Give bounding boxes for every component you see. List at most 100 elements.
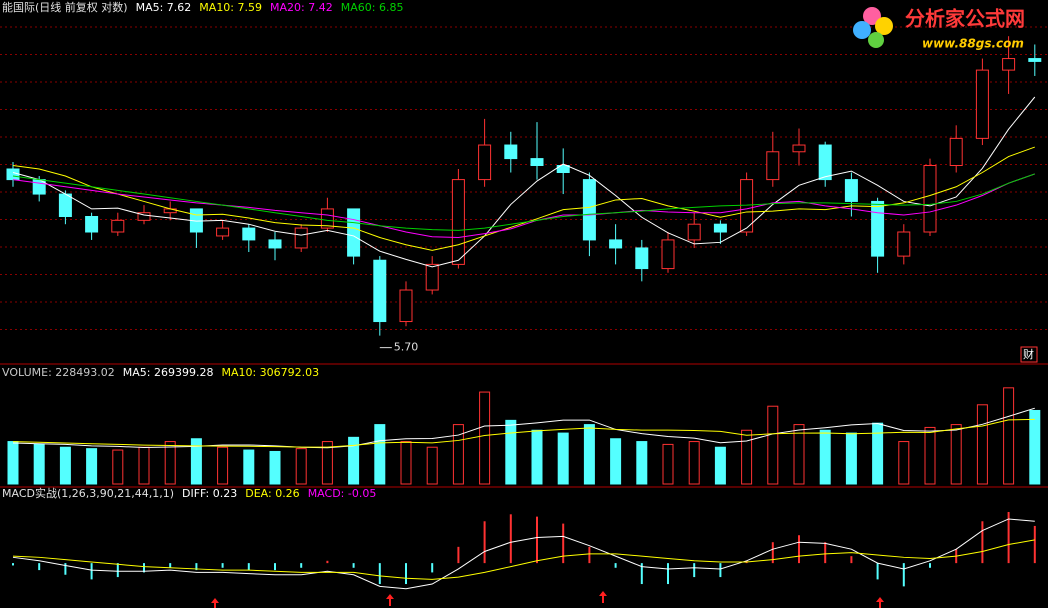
candle-body (216, 227, 230, 237)
volume-bar (295, 448, 307, 485)
ma-line (12, 173, 1035, 231)
candle-body (923, 165, 937, 233)
volume-bar (950, 424, 962, 485)
legend-label: MA10: 306792.03 (221, 366, 319, 379)
candle-body (975, 69, 989, 139)
candle-body (373, 259, 387, 323)
volume-bar (374, 424, 386, 485)
logo-petal (863, 7, 881, 25)
volume-bar (741, 429, 753, 485)
marker-box (1020, 346, 1038, 363)
candle-body (818, 144, 832, 181)
signal-arrow (211, 598, 219, 608)
volume-bar (767, 405, 779, 485)
volume-bar (1029, 409, 1041, 485)
legend-label: MA10: 7.59 (199, 1, 262, 14)
candle-body (897, 231, 911, 257)
signal-arrow (386, 594, 394, 606)
volume-bar (243, 449, 255, 485)
volume-bar (190, 438, 202, 485)
volume-bar (557, 432, 569, 485)
volume-bar (59, 446, 71, 485)
candle-body (792, 144, 806, 153)
candle-body (294, 227, 308, 249)
candle-body (425, 263, 439, 291)
candle-body (58, 193, 72, 218)
candle-body (530, 158, 544, 167)
volume-bar (426, 446, 438, 485)
candle-body (609, 239, 623, 249)
candle-body (1002, 58, 1016, 71)
ma-line (12, 146, 1035, 251)
legend-label: MACD: -0.05 (308, 487, 377, 500)
logo: 分析家公式网 www.88gs.com (853, 7, 1025, 51)
legend-label: DIFF: 0.23 (182, 487, 237, 500)
logo-title: 分析家公式网 (905, 7, 1025, 31)
logo-petal (853, 21, 871, 39)
legend-label: MACD实战(1,26,3,90,21,44,1,1) (2, 486, 174, 500)
legend-label: 能国际(日线 前复权 对数) (2, 0, 128, 14)
ma-line (12, 96, 1036, 268)
volume-bar (872, 422, 884, 485)
volume-bar (112, 449, 124, 485)
candle-body (137, 212, 151, 221)
volume-bar (138, 446, 150, 485)
volume-bar (531, 429, 543, 485)
candle-body (320, 208, 334, 229)
signal-arrow (876, 597, 884, 608)
legend-label: VOLUME: 228493.02 (2, 366, 115, 379)
volume-bar (452, 424, 464, 485)
candle-body (85, 216, 99, 233)
candle-body (661, 239, 675, 270)
candle-body (949, 137, 963, 167)
ma-line (12, 539, 1035, 580)
volume-bar (610, 438, 622, 485)
volume-bar (479, 391, 491, 485)
signal-arrow (599, 591, 607, 603)
legend-label: MA20: 7.42 (270, 1, 333, 14)
ma-line (12, 173, 1035, 239)
candle-body (504, 144, 518, 160)
volume-bar (898, 441, 910, 485)
volume-bar (348, 436, 360, 485)
volume-bar (217, 446, 229, 485)
volume-bar (793, 424, 805, 485)
candle-body (268, 239, 282, 249)
volume-bar (164, 441, 176, 485)
candle-body (713, 223, 727, 233)
volume-bar (86, 448, 98, 485)
ma-line (12, 418, 1035, 448)
logo-url: www.88gs.com (922, 37, 1024, 51)
candle-body (556, 165, 570, 174)
candle-body (687, 223, 701, 241)
marker-text: 财 (1023, 347, 1034, 361)
volume-bar (7, 441, 19, 485)
volume-bar (33, 443, 45, 485)
volume-bar (1003, 387, 1015, 485)
candle-body (347, 208, 361, 257)
candle-body (478, 144, 492, 181)
volume-bar (400, 441, 412, 485)
volume-bar (662, 443, 674, 485)
legend-label: MA5: 269399.28 (123, 366, 214, 379)
candle-body (844, 179, 858, 202)
low-annotation: 5.70 (394, 341, 419, 354)
signal-arrows (211, 591, 884, 608)
logo-petal (875, 17, 893, 35)
volume-bar (688, 441, 700, 485)
volume-bar (636, 441, 648, 485)
candle-body (635, 247, 649, 270)
candle-body (871, 200, 885, 257)
candle-body (766, 151, 780, 181)
ma-line (12, 518, 1035, 590)
volume-bar (583, 424, 595, 485)
volume-bar (714, 446, 726, 485)
volume-bar (321, 441, 333, 485)
ma-line (12, 407, 1035, 449)
candle-body (451, 179, 465, 265)
candle-body (111, 219, 125, 233)
volume-bar (269, 450, 281, 485)
